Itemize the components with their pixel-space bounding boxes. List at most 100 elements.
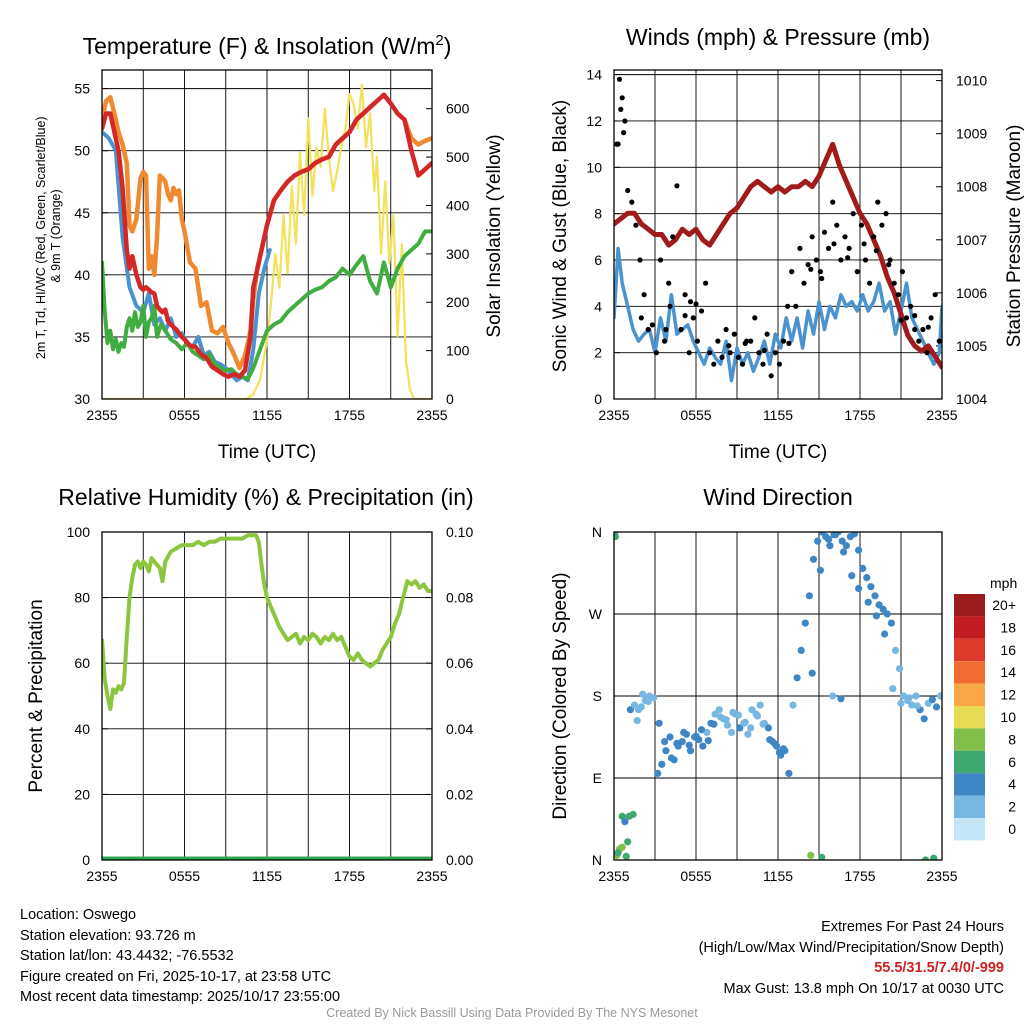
gust-point bbox=[723, 326, 729, 333]
direction-point bbox=[864, 598, 872, 606]
y-tick-label: 20 bbox=[74, 786, 90, 802]
y2-tick-label: 1005 bbox=[956, 338, 987, 354]
direction-point bbox=[699, 742, 707, 750]
direction-point bbox=[837, 695, 845, 703]
legend-label: 10 bbox=[1000, 709, 1016, 725]
gust-point bbox=[615, 141, 621, 147]
direction-point bbox=[848, 572, 856, 580]
temperature-xlabel: Time (UTC) bbox=[218, 442, 317, 463]
y-tick-label: N bbox=[592, 852, 602, 868]
direction-point bbox=[793, 674, 801, 682]
x-tick-label: 0555 bbox=[169, 407, 200, 423]
humidity-ylabel: Percent & Precipitation bbox=[26, 599, 47, 792]
direction-point bbox=[621, 818, 629, 826]
gust-point bbox=[686, 350, 692, 356]
x-tick-label: 2355 bbox=[598, 868, 629, 884]
gust-point bbox=[703, 280, 709, 286]
gust-point bbox=[715, 338, 721, 344]
y2-tick-label: 0 bbox=[446, 391, 454, 407]
gust-point bbox=[873, 248, 880, 254]
direction-point bbox=[624, 838, 632, 846]
insolation-ylabel: Solar Insolation (Yellow) bbox=[484, 134, 505, 337]
direction-point bbox=[650, 694, 658, 702]
y-tick-label: 50 bbox=[74, 143, 90, 159]
direction-point bbox=[934, 0, 941, 4]
direction-point bbox=[883, 610, 891, 618]
gust-point bbox=[711, 361, 717, 367]
gust-point bbox=[858, 222, 865, 228]
direction-point bbox=[723, 721, 732, 729]
gust-point bbox=[760, 361, 766, 367]
gust-point bbox=[622, 118, 628, 124]
y-tick-label: 40 bbox=[74, 721, 90, 737]
gust-point bbox=[895, 292, 901, 298]
direction-point bbox=[850, 532, 859, 538]
gust-point bbox=[925, 324, 931, 330]
gust-point bbox=[739, 361, 746, 367]
gust-point bbox=[898, 317, 904, 323]
direction-point bbox=[785, 769, 793, 778]
gust-point bbox=[768, 373, 774, 379]
x-tick-label: 2355 bbox=[416, 407, 447, 423]
legend-swatch bbox=[954, 728, 985, 751]
legend-label: 0 bbox=[1008, 821, 1016, 837]
direction-point bbox=[710, 720, 718, 728]
gust-point bbox=[663, 326, 669, 333]
x-tick-label: 1155 bbox=[763, 868, 793, 884]
y-tick-label: 0 bbox=[82, 852, 90, 868]
gust-point bbox=[726, 343, 732, 349]
direction-point bbox=[697, 726, 706, 734]
y2-tick-label: 400 bbox=[446, 197, 470, 213]
direction-point bbox=[756, 701, 764, 709]
gust-point bbox=[928, 315, 934, 321]
x-tick-label: 0555 bbox=[169, 868, 200, 884]
legend-label: 12 bbox=[1000, 687, 1016, 703]
y2-tick-label: 300 bbox=[446, 246, 470, 262]
gust-point bbox=[764, 331, 770, 337]
y-tick-label: 8 bbox=[594, 206, 602, 222]
gust-point bbox=[908, 303, 914, 309]
direction-point bbox=[766, 736, 774, 744]
gust-point bbox=[886, 262, 892, 268]
direction-point bbox=[863, 574, 871, 582]
y-tick-label: 10 bbox=[586, 159, 602, 175]
temperature-ylabel-line1: 2m T, Td, HI/WC (Red, Green, Scarlet/Blu… bbox=[34, 116, 48, 359]
x-tick-label: 2355 bbox=[926, 407, 957, 423]
extremes-title: Extremes For Past 24 Hours bbox=[821, 919, 1004, 935]
direction-point bbox=[753, 712, 762, 720]
direction-title: Wind Direction bbox=[703, 484, 853, 510]
plot-frame bbox=[613, 69, 943, 400]
extremes-info: Extremes For Past 24 Hours (High/Low/Max… bbox=[699, 917, 1004, 999]
legend-label: 18 bbox=[1000, 619, 1016, 635]
gust-point bbox=[780, 338, 787, 344]
direction-point bbox=[680, 728, 688, 737]
direction-point bbox=[703, 728, 711, 737]
y-tick-label: 30 bbox=[74, 391, 90, 407]
gust-point bbox=[748, 338, 754, 344]
y-tick-label: 55 bbox=[74, 81, 90, 97]
y2-tick-label: 100 bbox=[446, 343, 470, 359]
gust-point bbox=[912, 313, 918, 319]
plot-frame bbox=[613, 531, 943, 861]
gust-point bbox=[805, 262, 811, 268]
pressure-ylabel: Station Pressure (Maroon) bbox=[1004, 125, 1024, 348]
gust-point bbox=[731, 331, 737, 337]
legend-title: mph bbox=[990, 575, 1017, 591]
legend-label: 8 bbox=[1008, 731, 1016, 747]
direction-point bbox=[829, 692, 837, 700]
extremes-values: 55.5/31.5/7.4/0/-999 bbox=[874, 960, 1004, 976]
y-tick-label: 12 bbox=[586, 113, 602, 129]
y2-tick-label: 0.10 bbox=[446, 524, 473, 540]
gust-point bbox=[867, 280, 873, 286]
temperature-panel: Temperature (F) & Insolation (W/m2) Time… bbox=[34, 32, 505, 463]
direction-point bbox=[667, 754, 676, 762]
created-text: Figure created on Fri, 2025-10-17, at 23… bbox=[20, 968, 332, 985]
y2-tick-label: 200 bbox=[446, 294, 470, 310]
gust-point bbox=[785, 303, 791, 309]
legend-swatch bbox=[954, 638, 985, 662]
legend-swatch bbox=[954, 818, 985, 841]
gust-point bbox=[707, 350, 713, 356]
direction-point bbox=[704, 737, 712, 745]
gust-point bbox=[645, 326, 651, 333]
y-tick-label: N bbox=[592, 524, 602, 540]
